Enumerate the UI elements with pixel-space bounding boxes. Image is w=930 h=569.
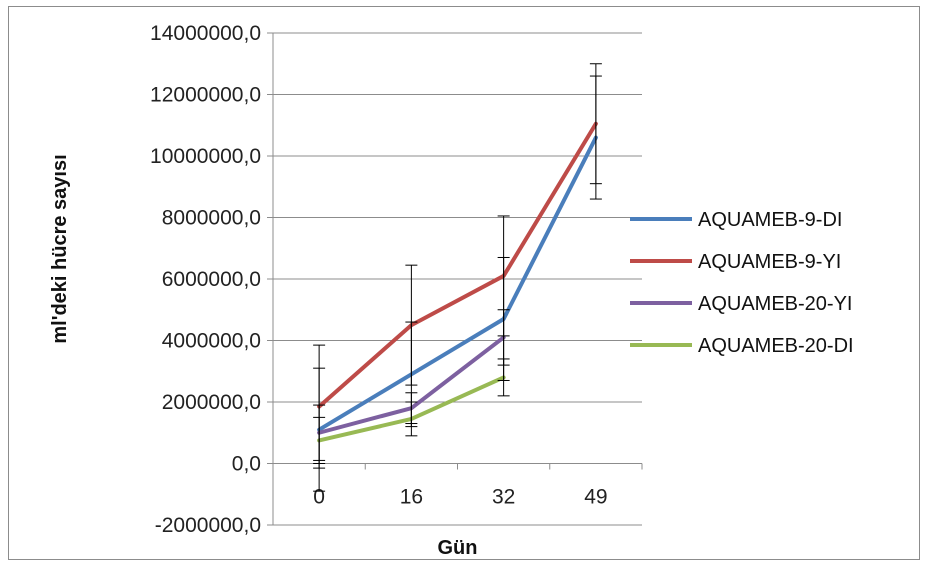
y-tick-label: 8000000,0 [162, 207, 261, 230]
series-line-aquameb-9-di [317, 135, 598, 432]
y-axis-title: ml'deki hücre sayısı [49, 154, 71, 343]
y-tick-label: 6000000,0 [162, 268, 261, 291]
y-tick-label: 14000000,0 [150, 22, 261, 45]
x-axis-title: Gün [438, 537, 478, 559]
y-tick-label: 2000000,0 [162, 391, 261, 414]
x-tick-label: 32 [492, 486, 515, 509]
legend-label: AQUAMEB-20-YI [698, 293, 852, 315]
x-tick-label: 16 [400, 486, 423, 509]
y-tick-label: 10000000,0 [150, 145, 261, 168]
y-tick-label: 12000000,0 [150, 84, 261, 107]
x-tick-label: 0 [313, 486, 325, 509]
legend-label: AQUAMEB-9-YI [698, 251, 841, 273]
y-tick-label: 4000000,0 [162, 330, 261, 353]
y-tick-label: 0,0 [232, 453, 261, 476]
chart-frame [8, 6, 920, 560]
series-line-aquameb-9-yi [317, 121, 598, 409]
legend-label: AQUAMEB-9-DI [698, 209, 842, 231]
y-tick-label: -2000000,0 [155, 514, 261, 537]
legend-label: AQUAMEB-20-DI [698, 335, 854, 357]
x-tick-label: 49 [584, 486, 607, 509]
